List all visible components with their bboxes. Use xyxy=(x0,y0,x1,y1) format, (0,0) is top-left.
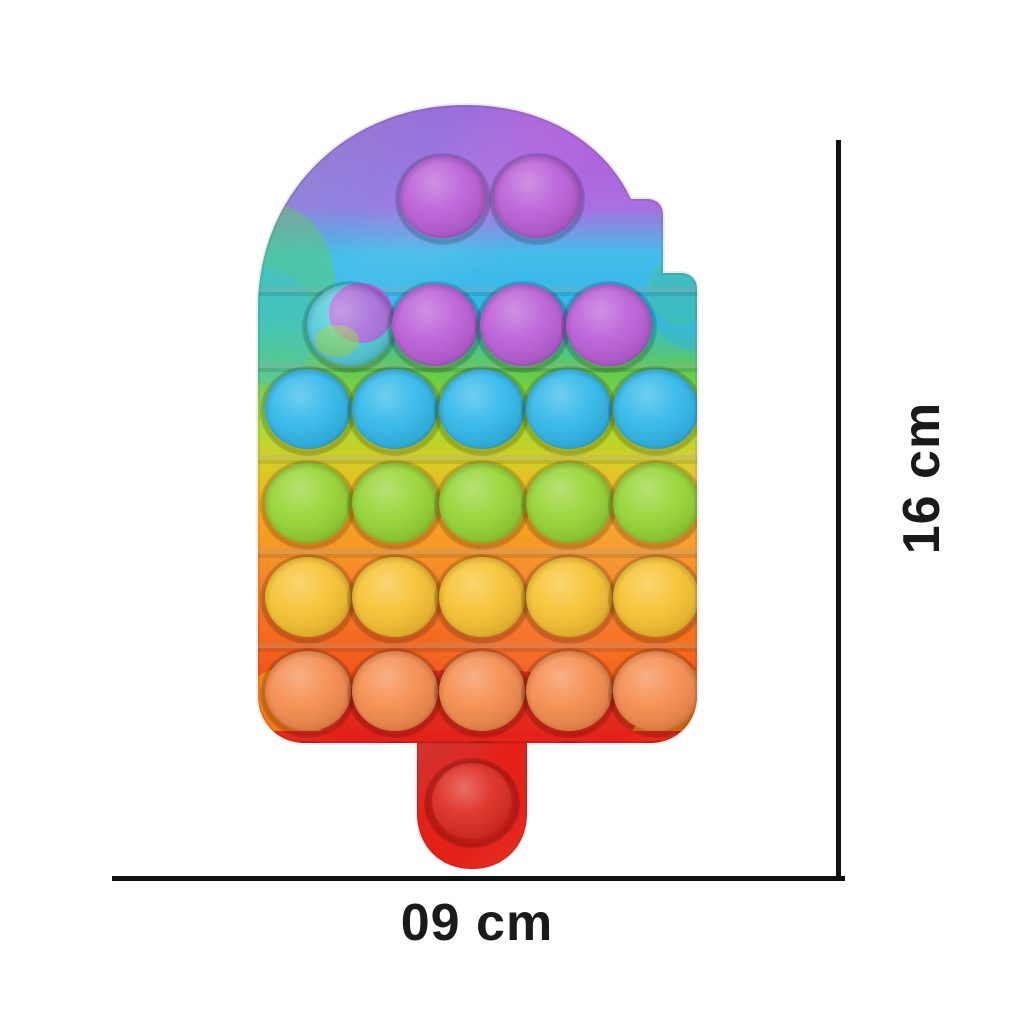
bubble[interactable] xyxy=(347,366,443,456)
right-shoulder-green-bleed xyxy=(647,257,697,325)
bubble[interactable] xyxy=(608,366,704,456)
bubble[interactable] xyxy=(260,460,356,550)
bubble[interactable] xyxy=(260,741,356,829)
bubble[interactable] xyxy=(347,554,443,644)
right-shoulder-blue-bleed xyxy=(649,251,697,351)
stick-outline xyxy=(415,741,529,871)
popsicle-stick[interactable] xyxy=(405,735,545,885)
bubble[interactable] xyxy=(347,648,443,738)
left-shoulder-blue-bleed xyxy=(258,269,315,385)
bubble-row-5 xyxy=(260,554,704,644)
bubble[interactable] xyxy=(608,460,704,550)
bubble[interactable] xyxy=(424,758,520,848)
bubble-row-6 xyxy=(260,648,704,738)
width-dimension-label: 09 cm xyxy=(400,894,554,952)
bubble[interactable] xyxy=(434,648,530,738)
bubble[interactable] xyxy=(521,366,617,456)
bubble[interactable] xyxy=(347,460,443,550)
bubble[interactable] xyxy=(434,554,530,644)
bubble[interactable] xyxy=(302,281,398,373)
bubble[interactable] xyxy=(387,281,483,373)
width-dimension-line xyxy=(112,876,845,881)
bubble[interactable] xyxy=(489,153,585,245)
popsicle-fidget-toy xyxy=(245,95,725,885)
bubble-row-4 xyxy=(260,460,704,550)
height-dimension-line xyxy=(836,140,841,880)
bubble-row-1 xyxy=(395,153,585,245)
bubble[interactable] xyxy=(608,648,704,738)
body-outline xyxy=(256,102,699,745)
bubble[interactable] xyxy=(395,153,491,245)
bubble[interactable] xyxy=(561,281,657,373)
bubble-row-2 xyxy=(302,281,657,373)
bubble[interactable] xyxy=(434,366,530,456)
bubble[interactable] xyxy=(260,554,356,644)
bubble-row-3 xyxy=(260,366,704,456)
popsicle-svg xyxy=(256,102,704,885)
bubble[interactable] xyxy=(260,648,356,738)
bubble[interactable] xyxy=(521,460,617,550)
bubble[interactable] xyxy=(608,554,704,644)
popsicle-body xyxy=(256,102,704,829)
bubble[interactable] xyxy=(521,554,617,644)
bubble[interactable] xyxy=(434,460,530,550)
height-dimension-label: 16 cm xyxy=(893,401,951,555)
bubble[interactable] xyxy=(521,741,617,829)
bubble[interactable] xyxy=(260,366,356,456)
bubble[interactable] xyxy=(475,281,571,373)
bubble[interactable] xyxy=(608,741,704,829)
bubble[interactable] xyxy=(521,648,617,738)
